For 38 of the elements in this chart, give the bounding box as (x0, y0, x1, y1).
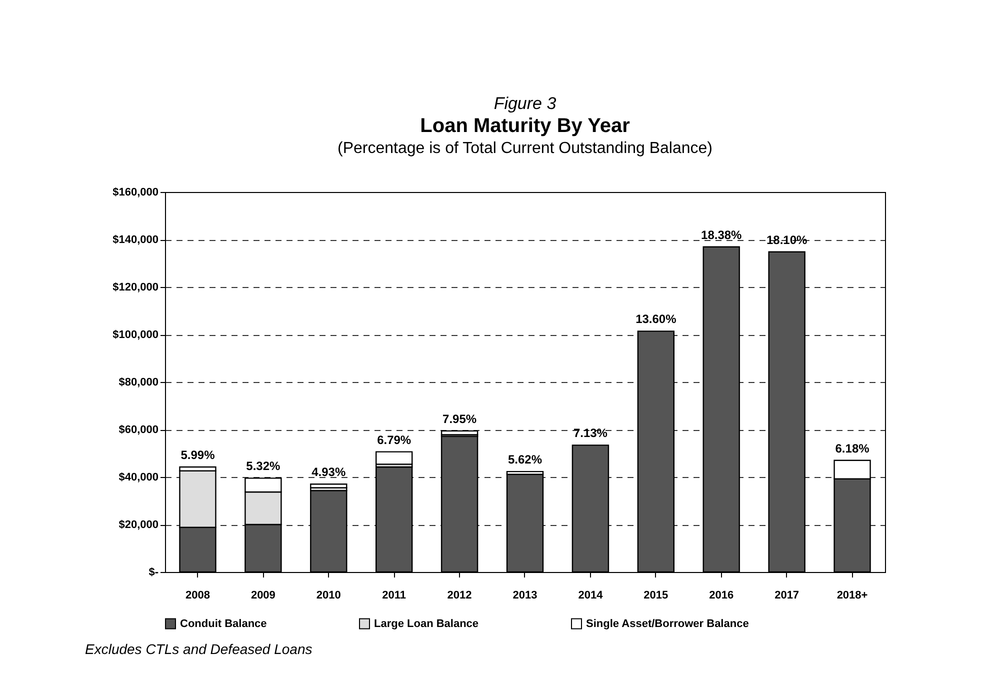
annotation: 4.93% (312, 465, 346, 480)
x-tick-label: 2011 (382, 590, 406, 602)
legend-label: Conduit Balance (180, 618, 267, 630)
x-tick-label: 2015 (644, 590, 668, 602)
annotation: 7.13% (573, 426, 608, 440)
y-tick-label: $60,000 (118, 424, 158, 436)
y-tick-label: $80,000 (118, 376, 158, 388)
annotation: 6.79% (377, 432, 412, 447)
y-tick-label: $- (148, 566, 159, 578)
annotation: 5.62% (508, 452, 542, 467)
caption: Figure 3 (494, 94, 557, 113)
x-tick-label: 2008 (185, 590, 210, 602)
x-tick-label: 2013 (512, 590, 538, 602)
y-tick-label: $100,000 (112, 329, 158, 341)
x-tick-label: 2017 (774, 590, 800, 602)
y-tick-label: $20,000 (118, 519, 158, 531)
annotation: 5.99% (180, 448, 216, 462)
legend-label: Single Asset/Borrower Balance (586, 618, 749, 630)
annotation: 13.60% (636, 312, 677, 326)
x-tick-label: 2010 (316, 590, 341, 602)
x-tick-label: 2012 (447, 590, 472, 602)
text: Excludes CTLs and Defeased Loans (85, 641, 312, 657)
y-tick-label: $120,000 (112, 282, 158, 294)
annotation: 5.32% (246, 459, 281, 474)
x-tick-label: 2016 (709, 590, 734, 602)
annotation: 18.10% (766, 232, 808, 247)
y-tick-label: $40,000 (118, 472, 158, 484)
legend-label: Large Loan Balance (374, 618, 479, 630)
chart-title: Loan Maturity By Year (420, 115, 630, 137)
x-tick-label: 2009 (250, 590, 276, 602)
y-tick-label: $160,000 (112, 186, 158, 198)
chart-subtitle: (Percentage is of Total Current Outstanding Balance) (337, 140, 713, 157)
annotation: 18.38% (701, 228, 742, 242)
x-tick-label: 2018+ (836, 590, 868, 602)
annotation: 7.95% (442, 412, 477, 426)
annotation: 6.18% (835, 441, 870, 456)
x-tick-label: 2014 (578, 590, 604, 602)
y-tick-label: $140,000 (112, 234, 158, 246)
